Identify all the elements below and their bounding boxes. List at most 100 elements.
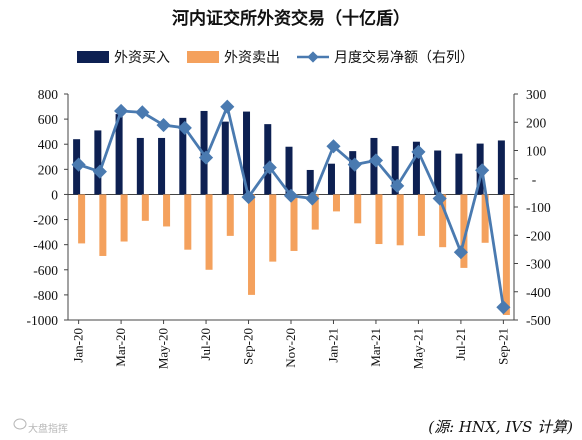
bar-sell (375, 194, 383, 245)
net-point (198, 150, 214, 165)
bar-buy (264, 124, 272, 195)
bar-sell (205, 194, 213, 270)
left-tick-label: 600 (38, 112, 59, 127)
bar-buy (306, 169, 314, 195)
bar-sell (99, 194, 107, 256)
right-tick-label: -300 (526, 257, 551, 272)
net-point (262, 160, 277, 175)
bar-sell (332, 194, 340, 212)
chart-title: 河内证交所外资交易（十亿盾） (172, 8, 410, 29)
bar-sell (141, 194, 149, 221)
right-tick-label: -100 (526, 200, 551, 215)
net-point (475, 163, 490, 178)
bar-sell (481, 194, 489, 243)
net-point (390, 178, 405, 193)
net-point (326, 139, 341, 154)
net-point (432, 191, 447, 206)
x-tick-label: Mar-21 (368, 328, 383, 367)
x-tick-label: May-20 (156, 328, 171, 369)
legend-marker-net (307, 51, 319, 63)
bar-buy (412, 141, 420, 195)
x-tick-label: Jan-20 (71, 328, 86, 363)
legend-item-net: 月度交易净额（右列） (297, 49, 474, 66)
bar-sell (460, 194, 468, 268)
legend: 外资买入 外资卖出 月度交易净额（右列） (77, 49, 474, 66)
right-tick-label: -400 (526, 285, 551, 300)
bar-buy (158, 137, 166, 195)
legend-label-sell: 外资卖出 (224, 50, 280, 66)
bar-sell (502, 194, 510, 315)
net-point (368, 153, 384, 168)
bar-sell (311, 194, 319, 230)
legend-swatch-sell (187, 51, 219, 63)
legend-label-buy: 外资买入 (114, 50, 170, 66)
x-tick-label: Jan-21 (325, 328, 340, 363)
left-tick-label: -200 (33, 213, 58, 228)
x-tick-label: Jul-20 (198, 328, 213, 361)
net-point (453, 245, 468, 260)
x-tick-label: May-21 (410, 328, 425, 369)
right-tick-label: 300 (526, 87, 547, 102)
bar-buy (434, 150, 442, 195)
net-point (283, 188, 299, 203)
left-tick-label: -600 (33, 263, 58, 278)
legend-label-net: 月度交易净额（右列） (334, 49, 474, 66)
left-tick-label: 400 (38, 137, 59, 152)
legend-swatch-buy (77, 51, 109, 63)
bar-buy (94, 130, 102, 195)
bar-buy (391, 146, 399, 195)
right-tick-label: - (532, 172, 537, 187)
left-tick-label: 200 (38, 162, 59, 177)
bar-sell (396, 194, 404, 246)
net-point (305, 191, 320, 206)
bar-sell (439, 194, 447, 248)
bar-sell (269, 194, 277, 262)
net-point (156, 118, 171, 133)
x-tick-label: Jul-21 (453, 328, 468, 361)
bar-buy (243, 111, 251, 195)
bar-buy (136, 137, 144, 195)
x-tick-label: Mar-20 (113, 328, 128, 367)
bar-buy (179, 117, 187, 195)
watermark-text: 大盘指挥 (28, 422, 68, 435)
x-tick-label: Sep-20 (241, 328, 256, 365)
bar-sell (248, 194, 256, 295)
bar-buy (327, 163, 335, 195)
plot-area: 800 600 400 200 0 -200 -400 -600 -800 -1000 300 200… (27, 87, 551, 369)
left-tick-label: 0 (51, 187, 58, 202)
bar-buy (455, 153, 463, 195)
bar-buy (349, 151, 357, 195)
right-tick-label: -200 (526, 228, 551, 243)
bar-sell (417, 194, 425, 236)
left-tick-label: 800 (38, 87, 59, 102)
watermark: 大盘指挥 (13, 418, 68, 435)
bar-buy (370, 137, 378, 195)
bar-buy (497, 140, 505, 195)
bar-buy (285, 146, 293, 195)
net-point (135, 105, 150, 120)
net-point (220, 99, 235, 114)
left-tick-label: -400 (33, 238, 58, 253)
net-point (347, 157, 362, 172)
bar-sell (120, 194, 128, 242)
source-note: (源: HNX, IVS 计算) (428, 418, 573, 436)
right-tick-label: 200 (526, 115, 547, 130)
net-point (496, 300, 511, 315)
right-tick-label: 100 (526, 144, 547, 159)
x-tick-label: Nov-20 (283, 328, 298, 368)
bar-buy (221, 121, 229, 195)
weibo-icon (13, 418, 27, 430)
right-tick-label: -500 (526, 313, 551, 328)
bar-sell (290, 194, 298, 251)
bar-sell (163, 194, 171, 227)
bar-buy (115, 114, 123, 195)
left-tick-label: -1000 (27, 313, 59, 328)
bar-sell (184, 194, 192, 250)
legend-item-buy: 外资买入 (77, 50, 170, 66)
bar-sell (78, 194, 86, 244)
x-tick-label: Sep-21 (495, 328, 510, 365)
bar-sell (226, 194, 234, 236)
left-tick-label: -800 (33, 288, 58, 303)
legend-item-sell: 外资卖出 (187, 50, 280, 66)
